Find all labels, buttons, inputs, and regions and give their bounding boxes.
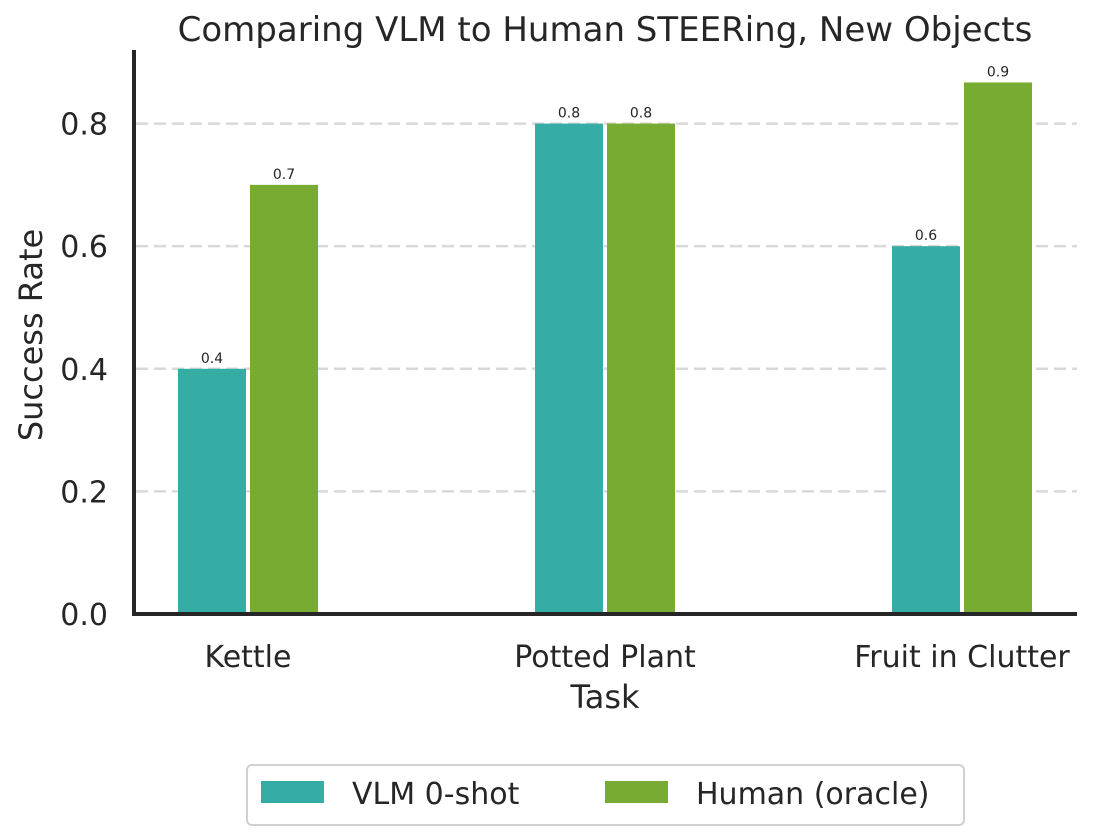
x-ticks-layer: Kettle Potted Plant Fruit in Clutter xyxy=(205,640,1071,675)
data-label: 0.8 xyxy=(630,106,652,122)
y-tick-label: 0.4 xyxy=(60,353,108,388)
y-tick-label: 0.8 xyxy=(60,108,108,143)
y-ticks-layer: 0.0 0.2 0.4 0.6 0.8 xyxy=(60,108,108,633)
bar-human xyxy=(250,184,318,614)
data-label: 0.7 xyxy=(273,167,295,183)
bar-human xyxy=(607,123,675,614)
x-tick-label: Potted Plant xyxy=(514,640,696,675)
bars-layer xyxy=(178,82,1032,614)
legend-swatch xyxy=(605,781,668,803)
legend-label: Human (oracle) xyxy=(696,777,930,812)
y-axis-label: Success Rate xyxy=(12,229,50,441)
bar-human xyxy=(964,82,1032,614)
data-label: 0.8 xyxy=(558,106,580,122)
x-tick-label: Fruit in Clutter xyxy=(854,640,1070,675)
bar-vlm xyxy=(892,246,960,614)
x-axis-label: Task xyxy=(569,678,640,716)
bar-vlm xyxy=(178,368,246,614)
data-label: 0.4 xyxy=(201,351,223,367)
chart-title: Comparing VLM to Human STEERing, New Obj… xyxy=(178,10,1033,50)
data-label: 0.9 xyxy=(987,64,1009,80)
bar-vlm xyxy=(535,123,603,614)
x-tick-label: Kettle xyxy=(205,640,292,675)
legend-swatch xyxy=(261,781,324,803)
data-label: 0.6 xyxy=(915,228,937,244)
legend: VLM 0-shot Human (oracle) xyxy=(246,764,965,826)
legend-label: VLM 0-shot xyxy=(352,777,520,812)
y-tick-label: 0.0 xyxy=(60,598,108,633)
y-tick-label: 0.6 xyxy=(60,230,108,265)
y-tick-label: 0.2 xyxy=(60,475,108,510)
data-labels-layer: 0.4 0.8 0.6 0.7 0.8 0.9 xyxy=(201,64,1009,366)
